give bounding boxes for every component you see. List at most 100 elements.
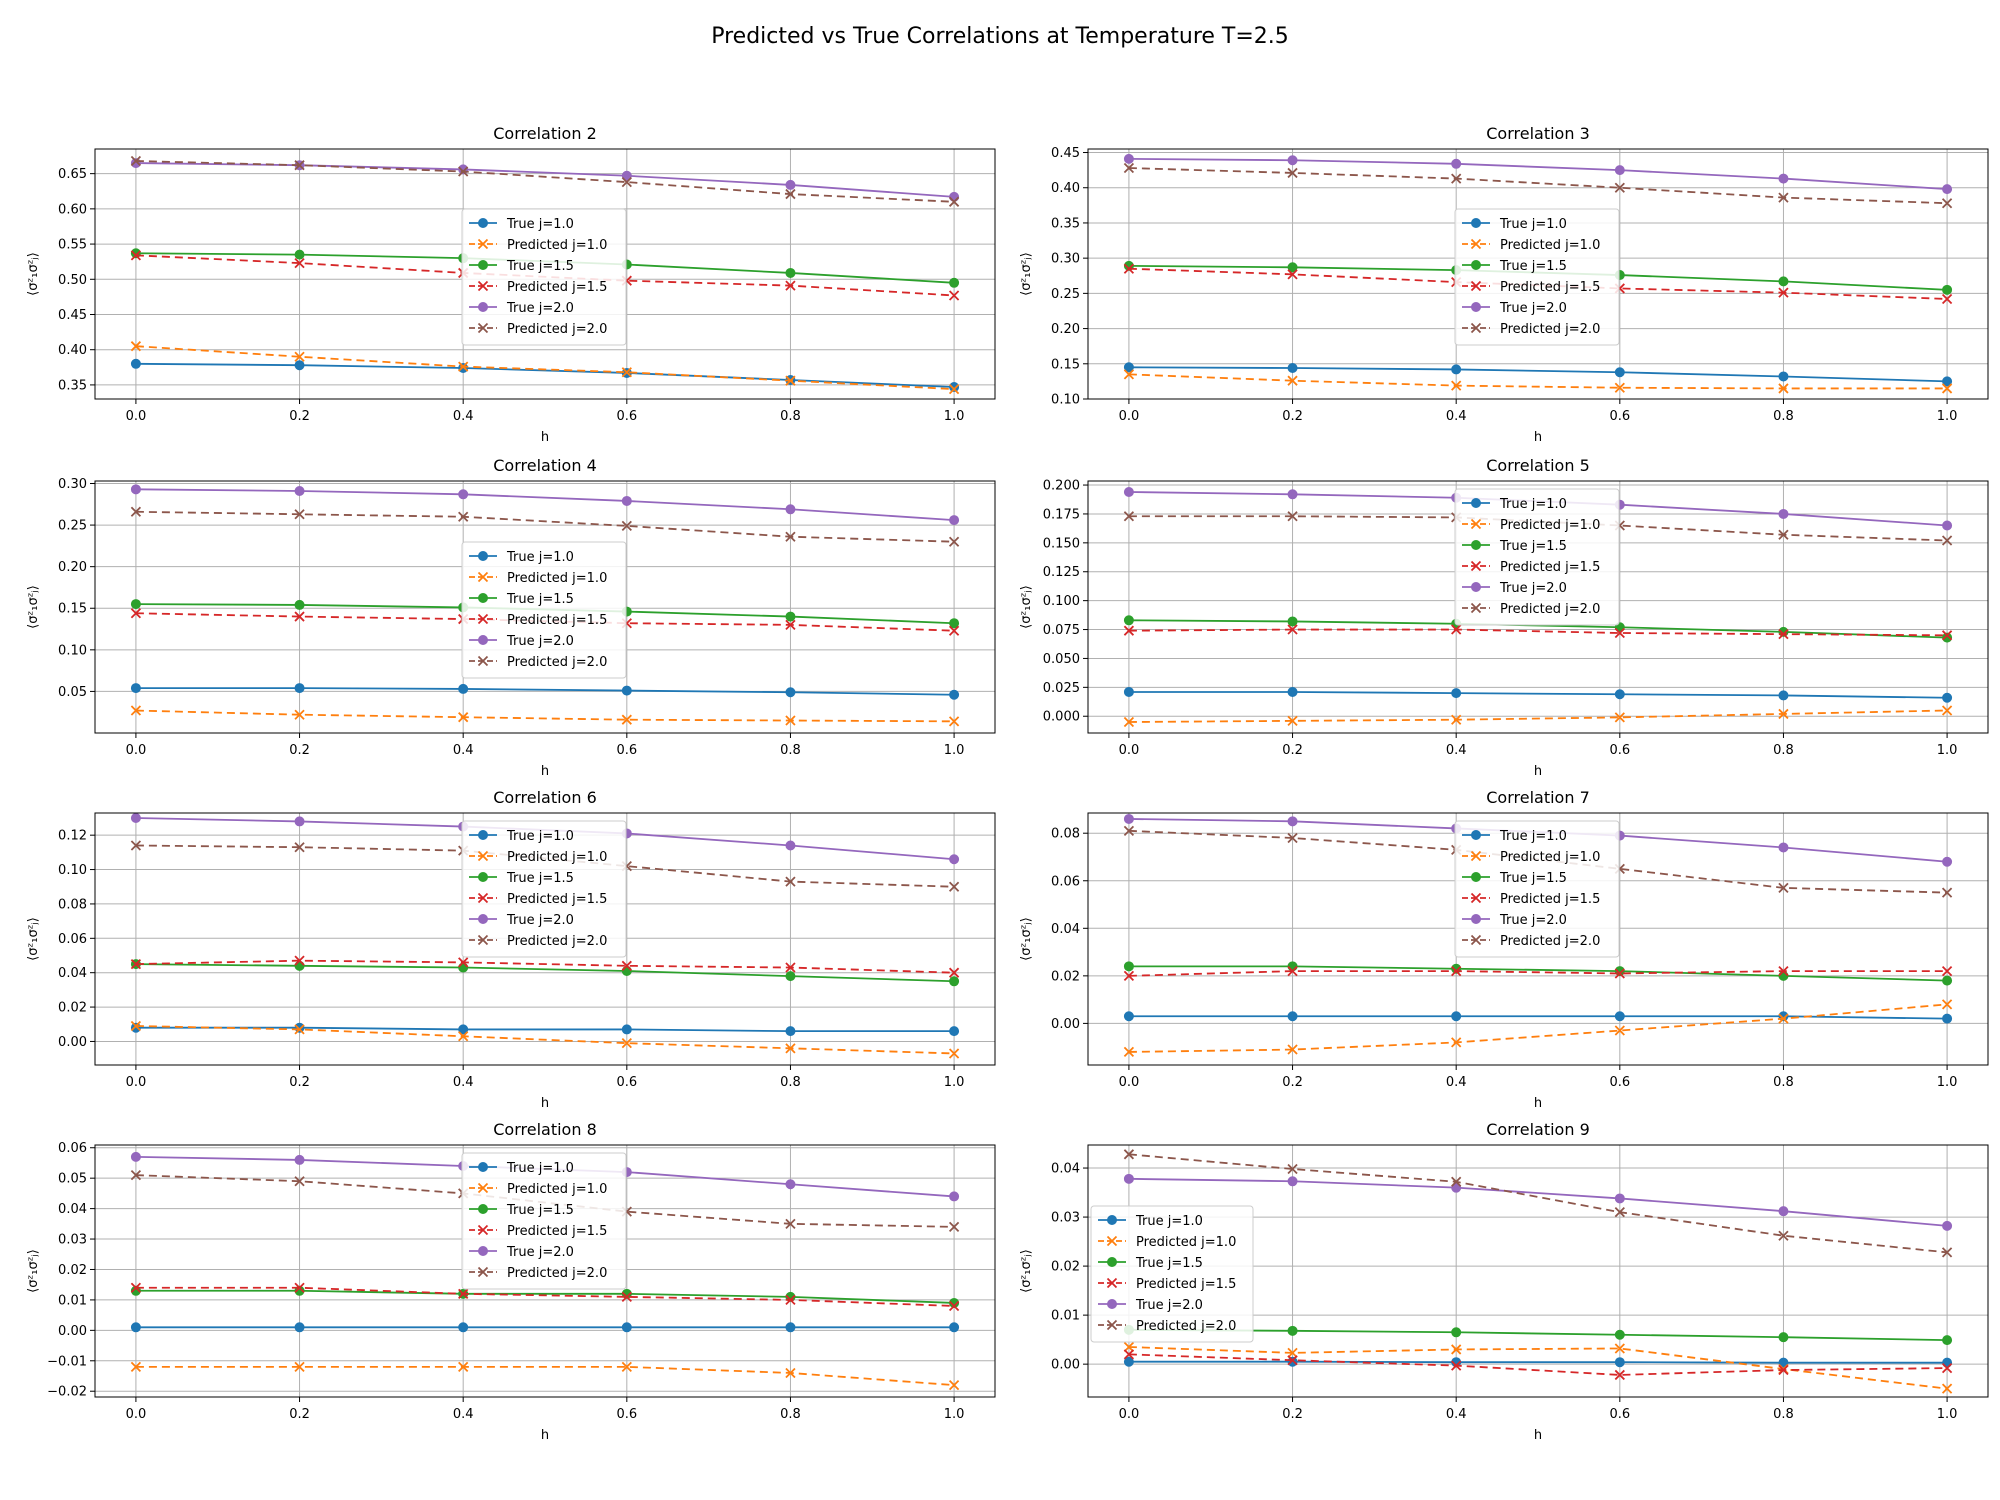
- data-point: [294, 683, 305, 694]
- x-tick-label: 0.6: [616, 1075, 637, 1090]
- x-axis-label: h: [541, 764, 549, 779]
- x-tick-label: 0.2: [289, 1407, 310, 1422]
- data-point: [130, 958, 142, 970]
- series-predicted-j-2-0: [130, 506, 960, 547]
- y-tick-label: 0.04: [1051, 922, 1080, 937]
- data-point: [1451, 624, 1462, 635]
- series-true-j-2-0: [1123, 153, 1953, 195]
- data-point: [130, 1169, 142, 1181]
- y-tick-label: 0.55: [58, 238, 87, 253]
- data-point: [1778, 1013, 1789, 1024]
- legend-label: True j=2.0: [506, 1245, 574, 1260]
- legend-label: True j=1.5: [1499, 259, 1567, 274]
- x-axis-label: h: [1534, 764, 1542, 779]
- x-tick-label: 1.0: [1937, 1075, 1958, 1090]
- data-point: [785, 1043, 796, 1054]
- legend-marker: [478, 1246, 488, 1256]
- subplot-title: Correlation 5: [1486, 456, 1590, 475]
- x-tick-label: 0.0: [1119, 743, 1140, 758]
- y-tick-label: 0.12: [58, 829, 87, 844]
- data-point: [294, 360, 305, 371]
- data-point: [1123, 486, 1134, 497]
- data-point: [1123, 813, 1134, 824]
- data-point: [294, 611, 305, 622]
- data-point: [458, 511, 469, 522]
- series-line: [1128, 970, 1948, 977]
- series-line: [135, 160, 955, 203]
- x-tick-label: 0.2: [1282, 1075, 1303, 1090]
- subplot-5: 0.0 0.2 0.4 0.6 0.8 1.0 0.000 0.025 0.050 0.075 0.…: [1019, 456, 1989, 779]
- data-point: [294, 485, 305, 496]
- series-predicted-j-1-5: [1123, 624, 1953, 641]
- data-point: [1778, 965, 1789, 977]
- data-point: [1778, 276, 1789, 287]
- y-tick-label: 0.10: [58, 643, 87, 658]
- series-line: [1128, 1353, 1948, 1376]
- y-tick-label: 0.15: [58, 602, 87, 617]
- legend-marker: [477, 238, 489, 250]
- series-line: [135, 345, 955, 391]
- series-line: [135, 1026, 955, 1033]
- legend-label: Predicted j=1.5: [507, 280, 607, 295]
- data-point: [1942, 632, 1953, 643]
- series-predicted-j-1-0: [130, 341, 960, 395]
- data-point: [1287, 1011, 1298, 1022]
- series-line: [1128, 167, 1948, 205]
- data-point: [294, 1361, 305, 1373]
- legend-marker: [477, 613, 489, 625]
- data-point: [1942, 856, 1953, 867]
- legend-marker: [1471, 872, 1481, 882]
- data-point: [1778, 1364, 1789, 1376]
- legend-label: True j=2.0: [1135, 1298, 1203, 1313]
- x-axis-label: h: [541, 1428, 549, 1443]
- legend-label: Predicted j=1.0: [1500, 850, 1600, 865]
- series-true-j-1-0: [130, 683, 960, 700]
- legend-marker: [1470, 602, 1482, 614]
- data-point: [1123, 1341, 1135, 1353]
- data-point: [1123, 362, 1134, 373]
- data-point: [294, 599, 305, 610]
- y-tick-label: 0.175: [1043, 507, 1080, 522]
- data-point: [294, 955, 305, 966]
- data-point: [1287, 1163, 1298, 1175]
- legend-marker: [477, 934, 489, 946]
- legend-marker: [1470, 560, 1482, 572]
- data-point: [1778, 173, 1789, 184]
- legend-marker: [1470, 280, 1482, 292]
- data-point: [458, 363, 469, 374]
- x-tick-label: 0.4: [453, 1075, 474, 1090]
- data-point: [1614, 1357, 1625, 1368]
- legend-label: True j=1.0: [506, 550, 574, 565]
- data-point: [1287, 961, 1298, 972]
- legend-label: True j=1.0: [506, 829, 574, 844]
- y-tick-label: −0.02: [47, 1385, 87, 1400]
- data-point: [458, 1288, 469, 1299]
- data-point: [1941, 999, 1953, 1010]
- data-point: [1451, 1176, 1462, 1187]
- data-point: [785, 687, 796, 698]
- data-point: [130, 840, 142, 851]
- data-point: [621, 495, 632, 506]
- series-true-j-2-0: [130, 484, 960, 526]
- y-tick-label: 0.03: [1051, 1211, 1080, 1226]
- data-point: [948, 536, 960, 547]
- legend-marker: [477, 655, 489, 667]
- data-point: [1123, 825, 1135, 836]
- legend-label: Predicted j=1.5: [507, 892, 607, 907]
- legend-label: Predicted j=1.5: [1500, 892, 1600, 907]
- series-line: [135, 488, 955, 521]
- data-point: [1451, 158, 1462, 169]
- subplot-7: 0.0 0.2 0.4 0.6 0.8 1.0 0.00 0.02 0.04 0.06 0.08 Co…: [1019, 788, 1989, 1111]
- data-point: [1778, 842, 1789, 853]
- legend-box: [1090, 1205, 1254, 1343]
- legend-marker: [477, 280, 489, 292]
- data-point: [458, 957, 469, 968]
- data-point: [1778, 970, 1789, 981]
- data-point: [785, 1218, 796, 1229]
- subplot-title: Correlation 4: [493, 456, 597, 475]
- data-point: [1778, 287, 1789, 298]
- legend-marker: [478, 872, 488, 882]
- data-point: [1614, 1193, 1625, 1204]
- data-point: [294, 709, 305, 720]
- data-point: [1287, 489, 1298, 500]
